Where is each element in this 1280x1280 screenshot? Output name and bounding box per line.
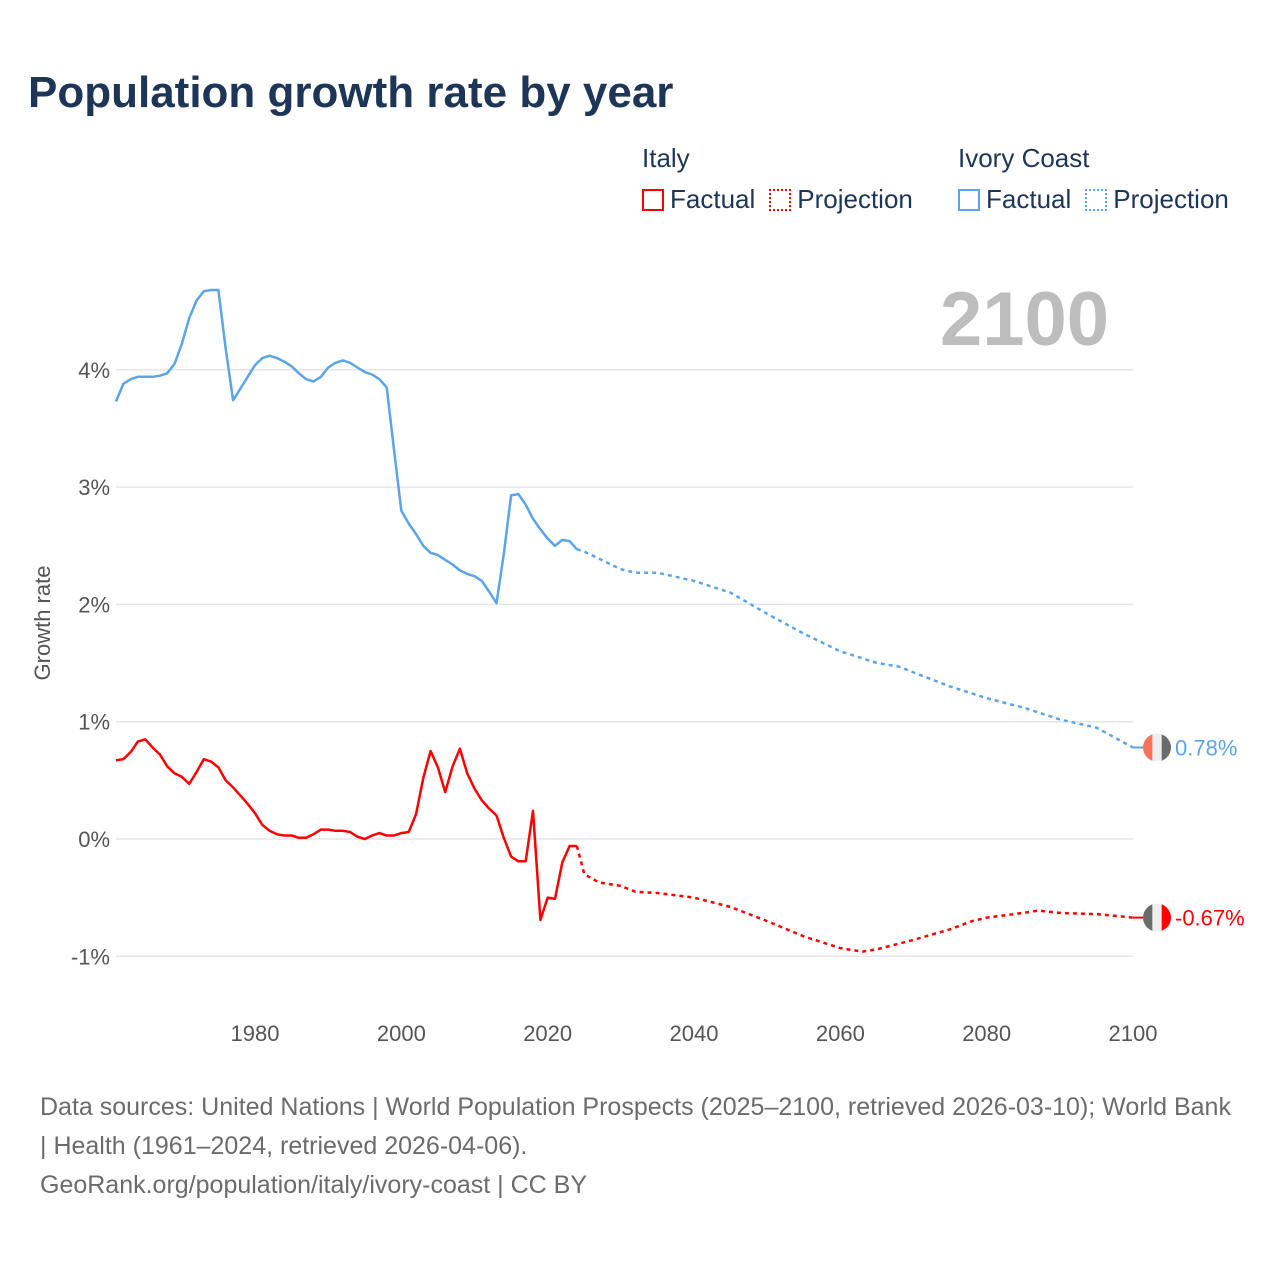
x-tick-label: 1980 — [231, 1021, 280, 1046]
legend-italy: Italy Factual Projection — [642, 143, 913, 215]
legend-group-title: Italy — [642, 143, 690, 173]
legend-ivory-coast: Ivory Coast Factual Projection — [958, 143, 1229, 215]
source-link[interactable]: GeoRank.org/population/italy/ivory-coast… — [40, 1171, 588, 1199]
italy-flag-icon — [1143, 903, 1171, 932]
legend-group-title: Ivory Coast — [958, 143, 1090, 173]
legend-label: Factual — [670, 184, 756, 214]
footer: Data sources: United Nations | World Pop… — [40, 1088, 1240, 1205]
solid-swatch-icon — [642, 188, 664, 211]
chart-title: Population growth rate by year — [28, 68, 674, 117]
x-tick-label: 2020 — [523, 1021, 572, 1046]
y-axis-label: Growth rate — [30, 566, 55, 681]
x-tick-label: 2100 — [1109, 1021, 1158, 1046]
data-sources: Data sources: United Nations | World Pop… — [40, 1093, 1231, 1160]
italy-projection-line — [575, 845, 1134, 953]
legend-label: Projection — [1113, 184, 1229, 214]
ivory-coast-factual-line — [114, 288, 578, 605]
legend-ivory-coast-factual[interactable]: Factual — [958, 184, 1071, 215]
legend-label: Projection — [797, 184, 913, 214]
legend-italy-projection[interactable]: Projection — [769, 184, 913, 215]
legend-label: Factual — [986, 184, 1072, 214]
solid-swatch-icon — [958, 188, 980, 211]
dotted-swatch-icon — [769, 188, 792, 211]
legend-italy-factual[interactable]: Factual — [642, 184, 755, 215]
x-tick-label: 2040 — [670, 1021, 719, 1046]
ivory-coast-projection-line — [576, 548, 1134, 749]
italy-factual-line — [115, 738, 577, 922]
dotted-swatch-icon — [1085, 188, 1108, 211]
x-tick-label: 2080 — [962, 1021, 1011, 1046]
y-tick-label: 1% — [78, 710, 110, 735]
ivory-coast-end-value: 0.78% — [1175, 736, 1237, 761]
y-tick-label: -1% — [71, 944, 110, 969]
y-tick-label: 4% — [78, 358, 110, 383]
y-tick-label: 0% — [78, 827, 110, 852]
x-tick-label: 2060 — [816, 1021, 865, 1046]
y-tick-label: 3% — [78, 475, 110, 500]
x-tick-label: 2000 — [377, 1021, 426, 1046]
italy-end-value: -0.67% — [1175, 906, 1245, 931]
y-tick-label: 2% — [78, 592, 110, 617]
ivory-coast-flag-icon — [1143, 733, 1171, 762]
legend-ivory-coast-projection[interactable]: Projection — [1085, 184, 1229, 215]
current-year-label: 2100 — [940, 277, 1110, 362]
